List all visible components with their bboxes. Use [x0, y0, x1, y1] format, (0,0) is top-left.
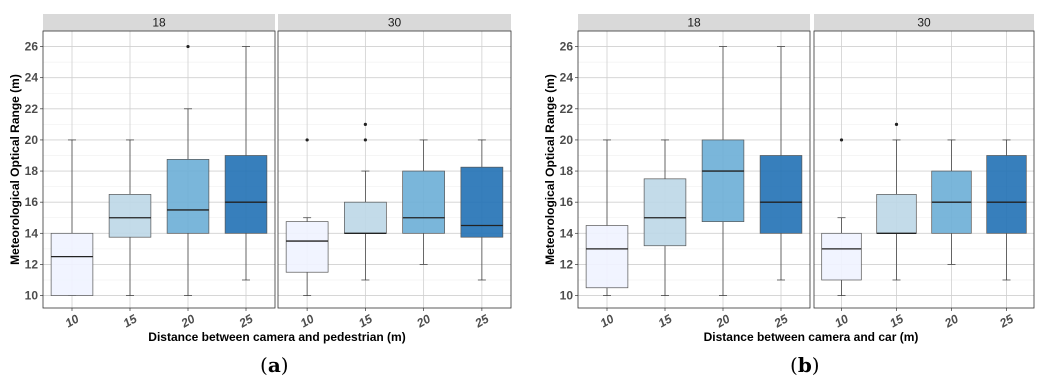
panel-border — [577, 30, 811, 309]
y-tick-label: 22 — [25, 102, 39, 116]
facet-strip — [43, 14, 275, 31]
y-tick-label: 10 — [25, 289, 39, 303]
x-tick-label: 15 — [656, 311, 675, 330]
y-tick-label: 14 — [560, 226, 574, 240]
box-body — [402, 170, 445, 234]
facet-a-18: 18 10 15 20 25 — [42, 14, 276, 331]
box-b-18-25 — [759, 46, 803, 281]
box-body — [50, 232, 94, 296]
x-tick-label: 15 — [887, 311, 906, 330]
y-tick-label: 20 — [25, 133, 39, 147]
x-tick-label: 10 — [598, 311, 617, 330]
x-axis-title: Distance between camera and pedestrian (… — [148, 330, 405, 344]
chart-b: 18 10 15 20 25 30 10 15 20 25 10 12 14 16 18 20 22 24 26 Me… — [543, 14, 1035, 377]
x-tick-label: 25 — [996, 311, 1016, 330]
outlier-point — [839, 138, 844, 142]
y-tick-label: 24 — [560, 71, 574, 85]
box-body — [759, 155, 803, 234]
box-a-30-20 — [402, 139, 445, 265]
y-tick-label: 12 — [560, 257, 574, 271]
x-tick-label: 20 — [713, 311, 733, 330]
x-tick-label: 20 — [413, 311, 433, 330]
box-body — [701, 139, 745, 222]
y-axis-title: Meteorological Optical Range (m) — [8, 74, 22, 265]
x-tick-label: 25 — [771, 311, 791, 330]
facet-strip — [578, 14, 810, 31]
facet-strip-label: 18 — [687, 16, 701, 30]
x-tick-label: 20 — [178, 311, 198, 330]
box-b-18-10 — [585, 139, 629, 296]
panel-label-letter: a — [268, 353, 281, 377]
box-a-18-10 — [50, 139, 94, 296]
box-a-18-20 — [166, 44, 210, 296]
y-tick-label: 10 — [560, 289, 574, 303]
facet-strip-label: 30 — [917, 16, 931, 30]
facet-b-18: 18 10 15 20 25 — [577, 14, 811, 331]
box-body — [166, 159, 210, 234]
facet-strip-label: 30 — [388, 16, 402, 30]
y-tick-label: 18 — [25, 164, 39, 178]
x-tick-label: 25 — [472, 311, 492, 330]
box-body — [460, 166, 504, 238]
box-body — [224, 155, 268, 234]
x-tick-label: 10 — [832, 311, 851, 330]
x-axis-title: Distance between camera and car (m) — [704, 330, 919, 344]
box-body — [285, 221, 329, 273]
x-tick-label: 25 — [236, 311, 256, 330]
box-b-30-25 — [986, 139, 1027, 281]
panel-border — [277, 30, 512, 309]
panel-border — [813, 30, 1035, 309]
y-tick-label: 20 — [560, 133, 574, 147]
y-tick-label: 26 — [560, 40, 574, 54]
box-body — [585, 225, 629, 289]
box-a-18-25 — [224, 46, 268, 281]
x-tick-label: 15 — [121, 311, 140, 330]
box-a-30-25 — [460, 139, 504, 281]
y-tick-label: 22 — [560, 102, 574, 116]
box-b-30-15 — [876, 122, 917, 281]
box-body — [643, 178, 687, 247]
x-tick-label: 10 — [63, 311, 82, 330]
y-tick-label: 24 — [25, 71, 39, 85]
outlier-point — [894, 122, 899, 126]
x-tick-label: 20 — [941, 311, 961, 330]
panel-label: (a) — [260, 353, 289, 377]
box-a-30-15 — [344, 122, 387, 281]
outlier-point — [186, 44, 190, 49]
y-tick-label: 12 — [25, 257, 39, 271]
outlier-point — [363, 122, 367, 126]
y-tick-label: 16 — [560, 195, 574, 209]
box-a-18-15 — [108, 139, 152, 296]
box-b-18-20 — [701, 46, 745, 296]
y-tick-label: 16 — [25, 195, 39, 209]
chart-a: 18 10 15 20 25 30 10 15 20 25 10 12 14 16 18 20 22 24 26 Me… — [8, 14, 512, 377]
facet-strip — [814, 14, 1034, 31]
y-tick-label: 26 — [25, 40, 39, 54]
box-a-30-10 — [285, 138, 329, 296]
box-body — [108, 194, 152, 238]
y-axis-title: Meteorological Optical Range (m) — [543, 74, 557, 265]
box-b-30-20 — [931, 139, 972, 265]
box-body — [876, 194, 917, 234]
facet-b-30: 30 10 15 20 25 — [813, 14, 1035, 331]
panel-border — [42, 30, 276, 309]
box-body — [986, 155, 1027, 234]
outlier-point — [363, 138, 367, 142]
outlier-point — [305, 138, 309, 142]
box-body — [821, 232, 862, 281]
panel-label-letter: b — [798, 353, 812, 377]
box-b-30-10 — [821, 138, 862, 296]
y-tick-label: 18 — [560, 164, 574, 178]
x-tick-label: 15 — [356, 311, 375, 330]
y-tick-label: 14 — [25, 226, 39, 240]
facet-strip — [278, 14, 511, 31]
panel-label: (b) — [790, 353, 820, 377]
x-tick-label: 10 — [298, 311, 317, 330]
box-b-18-15 — [643, 139, 687, 296]
facet-strip-label: 18 — [152, 16, 166, 30]
facet-a-30: 30 10 15 20 25 — [277, 14, 512, 331]
box-body — [344, 201, 387, 234]
